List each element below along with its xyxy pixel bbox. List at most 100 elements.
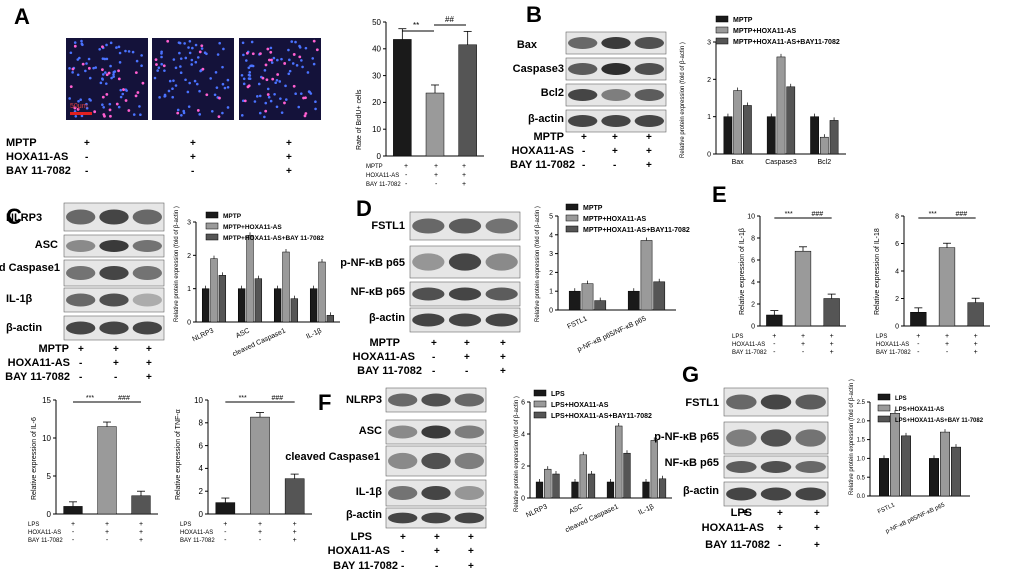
legend-swatch: [877, 393, 891, 401]
chart-A-row-label: MPTP: [366, 164, 383, 170]
nucleus-dot: [226, 85, 230, 89]
nucleus-dot: [78, 56, 81, 60]
scale-bar-label: 50μm: [70, 103, 88, 110]
nucleus-dot: [179, 71, 183, 75]
y-tick-label: 20: [372, 98, 381, 107]
sign: +: [646, 160, 652, 171]
blot-label: β-actin: [369, 312, 405, 324]
nucleus-dot: [242, 53, 245, 57]
nucleus-dot: [240, 73, 244, 77]
brdu-dot: [69, 85, 73, 89]
brdu-dot: [267, 58, 271, 62]
condition-sign: +: [258, 521, 262, 528]
condition-sign: +: [916, 333, 920, 340]
legend-swatch: [715, 37, 729, 45]
condition-sign: -: [917, 349, 920, 356]
condition-label: LPS: [180, 522, 191, 528]
y-tick-label: 1: [187, 286, 191, 293]
row-label-hoxa11: HOXA11-AS: [6, 151, 68, 163]
legend-swatch: [205, 222, 219, 230]
brdu-dot: [251, 52, 255, 56]
y-tick-label: 4: [895, 268, 899, 275]
nucleus-dot: [270, 61, 274, 64]
brdu-dot: [117, 69, 120, 73]
nucleus-dot: [176, 108, 180, 112]
nucleus-dot: [195, 82, 199, 86]
panel-letter-E: E: [712, 182, 727, 207]
brdu-dot: [81, 62, 85, 66]
nucleus-dot: [247, 73, 251, 77]
chart-C-il6-ylabel: Relative expression of IL-6: [31, 417, 38, 500]
nucleus-dot: [272, 56, 276, 60]
condition-sign: -: [224, 537, 227, 544]
legend-label: MPTP+HOXA11-AS: [733, 28, 797, 35]
brdu-dot: [176, 111, 180, 115]
bar: [653, 281, 666, 311]
blot-band: [454, 452, 485, 470]
blot-band: [634, 37, 664, 49]
row-label: BAY 11-7082: [510, 159, 575, 171]
y-tick-label: 0: [751, 323, 755, 330]
chart-D-ylabel: Relative protein expression (fold of β-a…: [535, 206, 541, 322]
nucleus-dot: [223, 86, 227, 90]
nucleus-dot: [221, 82, 225, 86]
sign: +: [777, 508, 783, 519]
nucleus-dot: [178, 41, 182, 45]
brdu-dot: [166, 39, 170, 43]
condition-sign: +: [974, 341, 978, 348]
nucleus-dot: [253, 100, 257, 103]
blot-band: [448, 218, 482, 234]
nucleus-dot: [188, 51, 192, 55]
bar: [571, 481, 579, 499]
nucleus-dot: [269, 46, 273, 50]
bar: [794, 250, 812, 327]
nucleus-dot: [179, 65, 182, 68]
blot-label: β-actin: [528, 113, 564, 125]
bar: [568, 290, 581, 311]
scale-bar: [70, 112, 92, 115]
legend-swatch: [565, 203, 579, 211]
blot-band: [421, 512, 451, 524]
legend-swatch: [533, 389, 547, 397]
sign: -: [435, 561, 438, 572]
blot-band: [448, 287, 482, 301]
nucleus-dot: [294, 40, 297, 44]
y-tick-label: 2.0: [857, 419, 866, 425]
brdu-dot: [243, 99, 247, 103]
nucleus-dot: [139, 113, 142, 117]
blot-label: ASC: [35, 239, 58, 251]
blot-band: [726, 394, 757, 410]
blot-band: [99, 240, 129, 252]
nucleus-dot: [188, 81, 191, 85]
chart-B-ylabel: Relative protein expression (fold of β-a…: [680, 42, 686, 158]
condition-label: HOXA11-AS: [732, 342, 765, 348]
sign: +: [612, 132, 618, 143]
brdu-dot: [269, 50, 273, 54]
sign: +: [612, 146, 618, 157]
nucleus-dot: [295, 64, 299, 67]
bar: [282, 251, 290, 323]
nucleus-dot: [80, 39, 83, 43]
bar: [623, 452, 631, 499]
y-tick-label: 50: [372, 18, 381, 27]
blot-band: [132, 293, 162, 307]
brdu-dot: [109, 114, 112, 118]
nucleus-dot: [241, 41, 245, 45]
blot-band: [485, 313, 518, 327]
sig-mark: ***: [239, 395, 247, 402]
sign: +: [581, 132, 587, 143]
blot-band: [99, 265, 129, 281]
condition-label: HOXA11-AS: [28, 530, 61, 536]
blot-label: Caspase3: [513, 63, 564, 75]
nucleus-dot: [193, 79, 197, 83]
blot-band: [421, 452, 451, 470]
panel-letter-F: F: [318, 390, 331, 415]
nucleus-dot: [307, 90, 311, 93]
sign: +: [814, 540, 820, 551]
sign: +: [462, 163, 466, 170]
nucleus-dot: [218, 41, 221, 45]
nucleus-dot: [174, 66, 178, 70]
y-tick-label: 30: [372, 71, 381, 80]
blot-band: [99, 293, 129, 307]
